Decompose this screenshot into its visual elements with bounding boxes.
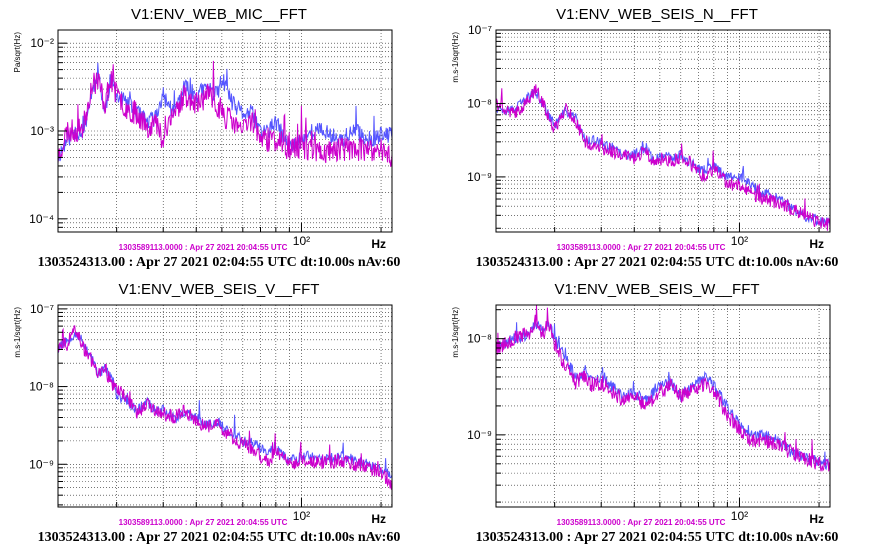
series-line-current bbox=[57, 325, 393, 490]
series-line-reference bbox=[495, 318, 831, 471]
chart-panel-seis-w: V1:ENV_WEB_SEIS_W__FFT 10² Hz 10⁻⁹ 10⁻⁸ m.s-… bbox=[438, 275, 876, 550]
chart-title: V1:ENV_WEB_SEIS_N__FFT bbox=[556, 6, 758, 23]
x-axis-label: Hz bbox=[371, 512, 386, 526]
reference-timestamp: 1303589113.0000 : Apr 27 2021 20:04:55 U… bbox=[119, 243, 288, 252]
reference-timestamp: 1303589113.0000 : Apr 27 2021 20:04:55 U… bbox=[119, 518, 288, 527]
x-axis-label: Hz bbox=[809, 512, 824, 526]
chart-plot[interactable]: 10² Hz 10⁻⁹ 10⁻⁸ 10⁻⁷ m.s-1/sqrt(Hz) 130358911… bbox=[438, 0, 876, 275]
y-tick-label: 10⁻⁹ bbox=[467, 170, 492, 184]
chart-footer: 1303524313.00 : Apr 27 2021 02:04:55 UTC… bbox=[37, 255, 401, 270]
series-line-current bbox=[495, 84, 831, 231]
series-line-current bbox=[57, 60, 393, 167]
x-tick-label: 10² bbox=[293, 234, 310, 248]
y-tick-label: 10⁻⁸ bbox=[29, 380, 54, 394]
series-line-reference bbox=[57, 62, 393, 162]
grid bbox=[58, 30, 392, 232]
series-line-reference bbox=[57, 331, 393, 479]
chart-title: V1:ENV_WEB_SEIS_V__FFT bbox=[118, 281, 320, 298]
plot-frame bbox=[495, 29, 831, 233]
y-axis-label: Pa/sqrt(Hz) bbox=[13, 32, 22, 73]
y-tick-label: 10⁻⁸ bbox=[467, 96, 492, 110]
x-tick-label: 10² bbox=[731, 509, 748, 523]
chart-panel-seis-n: V1:ENV_WEB_SEIS_N__FFT 10² Hz 10⁻⁹ 10⁻⁸ 10⁻⁷… bbox=[438, 0, 876, 275]
chart-title: V1:ENV_WEB_SEIS_W__FFT bbox=[554, 281, 760, 298]
chart-footer: 1303524313.00 : Apr 27 2021 02:04:55 UTC… bbox=[37, 530, 401, 545]
y-tick-label: 10⁻³ bbox=[30, 124, 54, 138]
chart-footer: 1303524313.00 : Apr 27 2021 02:04:55 UTC… bbox=[475, 530, 839, 545]
chart-panel-mic: V1:ENV_WEB_MIC__FFT 10² Hz 10⁻⁴ 10⁻³ 10⁻² Pa/… bbox=[0, 0, 438, 275]
chart-plot[interactable]: 10² Hz 10⁻⁹ 10⁻⁸ m.s-1/sqrt(Hz) 1303589113.00… bbox=[438, 275, 876, 550]
chart-panel-seis-v: V1:ENV_WEB_SEIS_V__FFT 10² Hz 10⁻⁹ 10⁻⁸ 10⁻⁷… bbox=[0, 275, 438, 550]
y-tick-label: 10⁻⁹ bbox=[29, 457, 54, 471]
chart-footer: 1303524313.00 : Apr 27 2021 02:04:55 UTC… bbox=[475, 255, 839, 270]
x-tick-label: 10² bbox=[293, 509, 310, 523]
y-tick-label: 10⁻⁴ bbox=[29, 212, 54, 226]
y-axis-label: m.s-1/sqrt(Hz) bbox=[451, 32, 460, 83]
series-line-current bbox=[495, 304, 831, 472]
chart-plot[interactable]: 10² Hz 10⁻⁴ 10⁻³ 10⁻² Pa/sqrt(Hz) 1303589113.0… bbox=[0, 0, 438, 275]
y-tick-label: 10⁻² bbox=[30, 36, 54, 50]
y-axis-label: m.s-1/sqrt(Hz) bbox=[451, 307, 460, 358]
grid bbox=[58, 305, 392, 507]
grid bbox=[496, 30, 830, 232]
reference-timestamp: 1303589113.0000 : Apr 27 2021 20:04:55 U… bbox=[557, 518, 726, 527]
x-axis-label: Hz bbox=[809, 237, 824, 251]
x-axis-label: Hz bbox=[371, 237, 386, 251]
plot-frame bbox=[495, 304, 831, 508]
y-axis-label: m.s-1/sqrt(Hz) bbox=[13, 307, 22, 358]
y-tick-label: 10⁻⁹ bbox=[467, 428, 492, 442]
y-tick-label: 10⁻⁸ bbox=[467, 332, 492, 346]
y-tick-label: 10⁻⁷ bbox=[468, 23, 492, 37]
grid bbox=[496, 305, 830, 507]
y-tick-label: 10⁻⁷ bbox=[30, 302, 54, 316]
reference-timestamp: 1303589113.0000 : Apr 27 2021 20:04:55 U… bbox=[557, 243, 726, 252]
x-tick-label: 10² bbox=[731, 234, 748, 248]
plot-frame bbox=[57, 304, 393, 508]
plot-frame bbox=[57, 29, 393, 233]
chart-title: V1:ENV_WEB_MIC__FFT bbox=[131, 6, 307, 23]
chart-plot[interactable]: 10² Hz 10⁻⁹ 10⁻⁸ 10⁻⁷ m.s-1/sqrt(Hz) 130358911… bbox=[0, 275, 438, 550]
